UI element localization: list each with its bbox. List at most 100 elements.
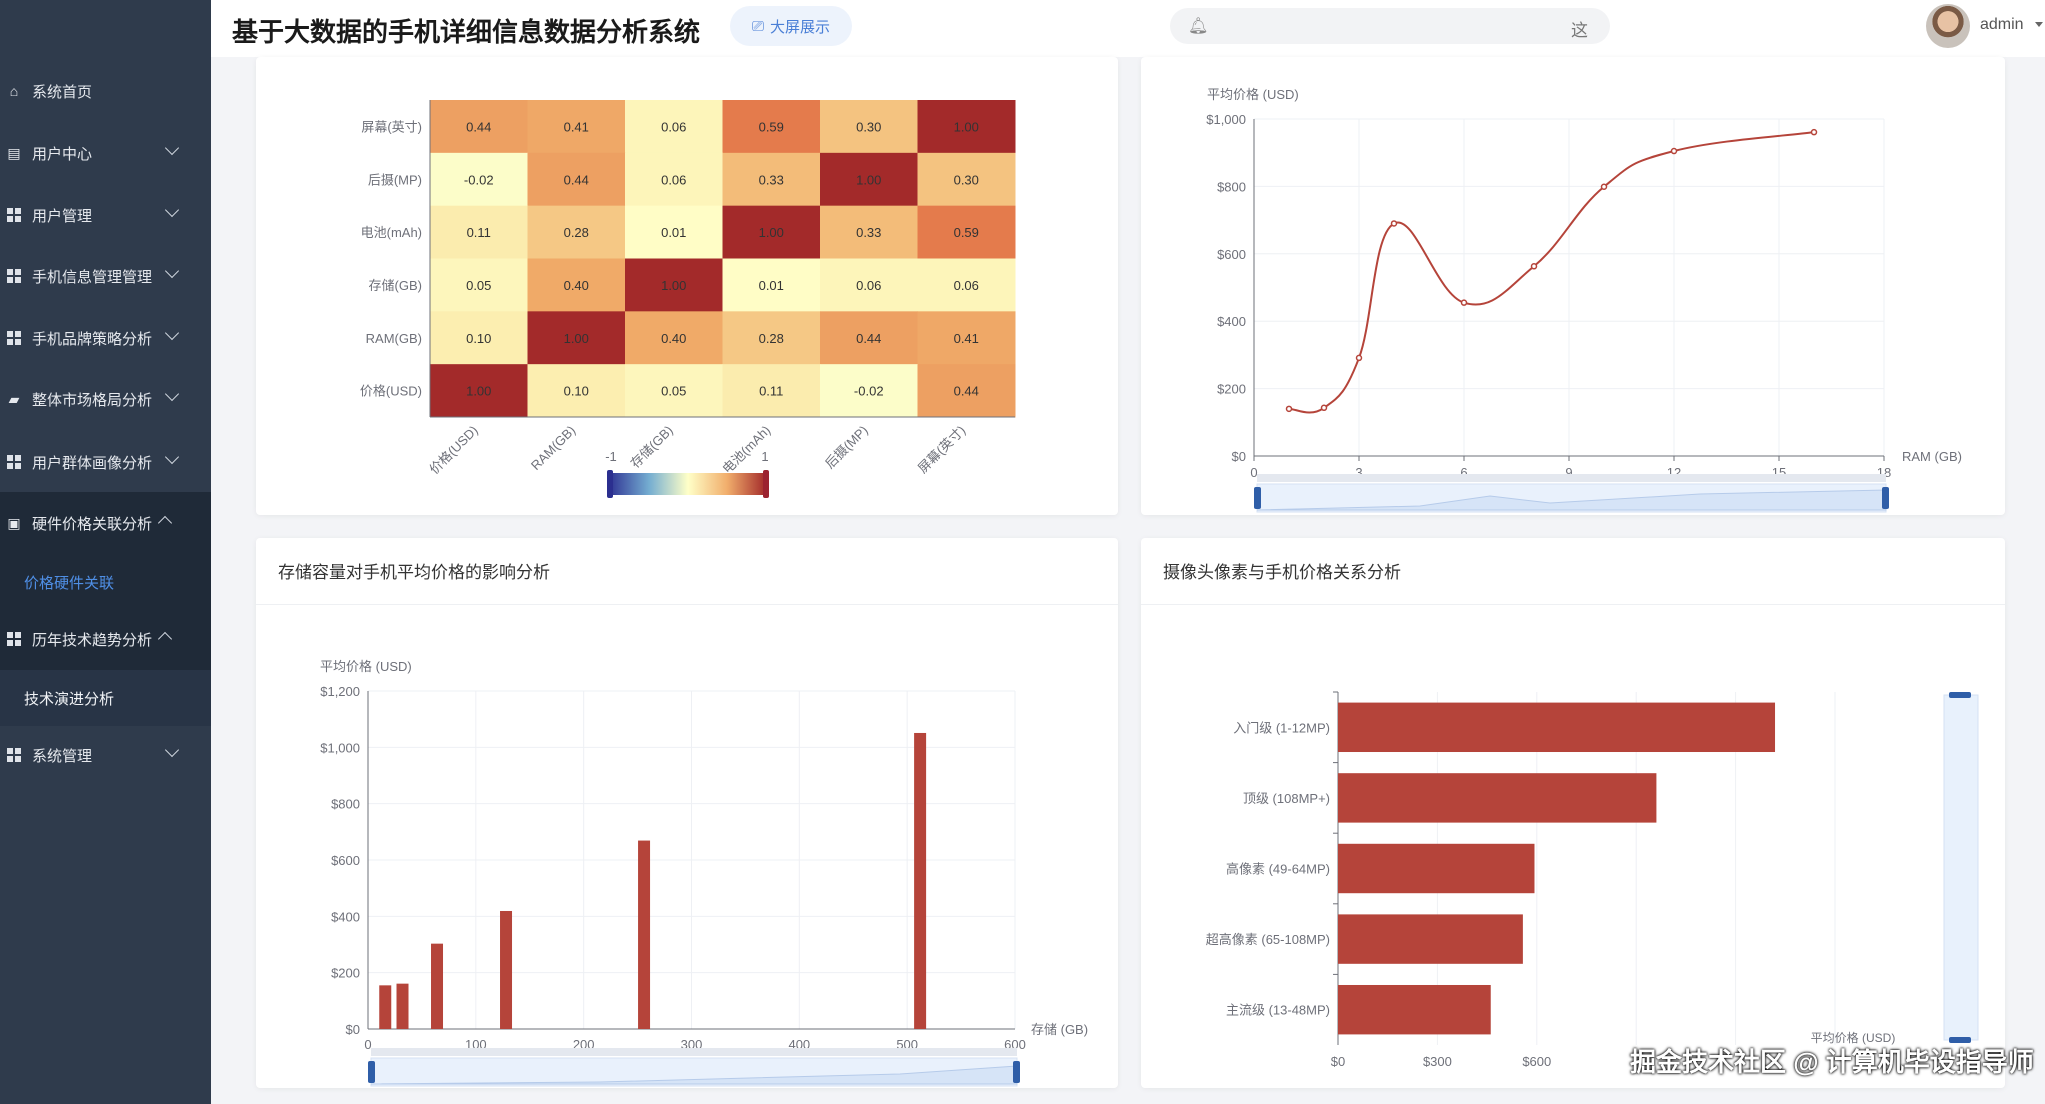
datazoom-track [1257,474,1886,482]
search-bar[interactable]: 🔔︎ 这 [1170,8,1610,44]
clipboard-icon: ▣ [7,514,21,531]
bar [638,840,651,1029]
heatmap-cell-label: 0.05 [661,384,686,399]
heatmap-cell-label: 0.06 [661,172,686,187]
sidebar-item[interactable]: ⌂ 系统首页 [0,61,211,121]
username[interactable]: admin [1980,16,2024,33]
y-tick-label: $200 [331,966,360,981]
x-axis-title: 存储 (GB) [1031,1022,1088,1037]
y-tick-label: $0 [346,1022,360,1037]
grid-icon [6,747,22,763]
data-point [1600,183,1608,190]
heatmap-cell [917,152,1016,207]
page-title: 基于大数据的手机详细信息数据分析系统 [232,17,701,47]
heatmap-cell-label: 0.06 [954,278,979,293]
y-tick-label: 屏幕(英寸) [361,119,422,134]
heatmap-cell [527,258,626,312]
x-tick-label: $300 [1423,1054,1452,1069]
heatmap-cell [430,364,528,418]
heatmap-cell-label: 0.41 [564,119,589,134]
heatmap-cell [820,100,918,154]
card-title: 摄像头像素与手机价格关系分析 [1163,563,1401,582]
heatmap-cell-label: 0.05 [466,278,491,293]
x-tick-label: 6 [1460,465,1467,480]
presentation-icon: ⎚ [751,17,764,35]
heatmap-cell [625,258,723,312]
sidebar-item[interactable]: 手机信息管理管理 [0,246,211,306]
sidebar-item[interactable]: 历年技术趋势分析 [0,609,211,669]
data-point [1460,299,1468,306]
heatmap-cell [625,100,723,154]
y-tick-label: 顶级 (108MP+) [1243,791,1330,806]
data-point [1390,220,1398,227]
sidebar-item[interactable]: ▤ 用户中心 [0,123,211,183]
wallet-icon: ▤ [7,144,21,161]
y-axis-title: 平均价格 (USD) [1207,87,1299,102]
heatmap-cell [625,311,723,365]
bar [500,910,513,1029]
avatar[interactable] [1926,4,1970,48]
heatmap-cell-label: 1.00 [466,384,491,399]
heatmap-cell [917,364,1016,418]
sidebar-subitem[interactable]: 技术演进分析 [0,670,211,726]
heatmap-cell-label: 0.59 [759,119,784,134]
grid-icon [6,454,22,470]
y-tick-label: $400 [331,909,360,924]
heatmap-cell-label: 0.28 [759,331,784,346]
heatmap-cell-label: 0.01 [759,278,784,293]
bar [1338,914,1523,964]
sidebar-item[interactable]: 系统管理 [0,725,211,785]
heatmap-cell-label: 0.10 [564,384,589,399]
big-screen-button[interactable]: ⎚ 大屏展示 [730,6,852,46]
heatmap-cell-label: 0.06 [661,119,686,134]
visual-map-min-label: -1 [605,449,617,464]
x-tick-label: 后摄(MP) [822,423,871,472]
visual-map-bar [610,473,766,495]
x-tick-label: 3 [1355,465,1362,480]
sidebar-subitem[interactable]: 价格硬件关联 [24,574,115,592]
heatmap-cell-label: 0.40 [661,331,686,346]
datazoom-handle-right [1882,487,1889,509]
sidebar-item[interactable]: ▣ 硬件价格关联分析 [0,493,211,553]
data-point [1320,404,1328,412]
sidebar-item-label: 系统首页 [32,83,93,101]
heatmap-cell-label: 0.30 [856,119,881,134]
y-tick-label: $800 [331,797,360,812]
sidebar-item[interactable]: 手机品牌策略分析 [0,308,211,368]
datazoom-handle-right [1013,1061,1020,1083]
datazoom-handle-left [368,1061,375,1083]
heatmap-cell [430,152,528,207]
sidebar-item-label: 用户管理 [32,207,93,225]
chat-icon: ▰ [8,390,20,407]
sidebar-item[interactable]: 用户群体画像分析 [0,432,211,492]
heatmap-cell-label: 0.44 [856,331,881,346]
heatmap-cell [430,205,528,259]
x-axis-title: 平均价格 (USD) [1811,1030,1896,1045]
heatmap-cell [917,205,1016,259]
data-point [1670,147,1678,155]
y-tick-label: $600 [1217,247,1246,262]
bar [396,983,409,1029]
heatmap-cell-label: 1.00 [954,119,979,134]
heatmap-cell [527,311,626,365]
heatmap-cell-label: 0.33 [759,172,784,187]
visual-map-max-label: 1 [761,449,768,464]
grid-icon [6,330,22,346]
caret-down-icon[interactable] [2035,22,2043,31]
sidebar-item[interactable]: ▰ 整体市场格局分析 [0,369,211,429]
heatmap-cell-label: 0.30 [954,172,979,187]
visual-map-handle-max [763,470,769,498]
y-tick-label: 主流级 (13-48MP) [1226,1003,1330,1018]
bell-icon[interactable]: 🔔︎ [1188,18,1209,35]
heatmap-cell [527,100,626,154]
sidebar-item[interactable]: 用户管理 [0,185,211,245]
sidebar-item-label: 硬件价格关联分析 [32,515,153,533]
y-tick-label: $1,000 [320,740,360,755]
big-screen-label: 大屏展示 [770,18,831,36]
grid-icon [6,631,22,647]
heatmap-cell [430,258,528,312]
x-tick-label: 0 [364,1037,371,1052]
heatmap-cell-label: 1.00 [759,225,784,240]
x-tick-label: 0 [1250,465,1257,480]
